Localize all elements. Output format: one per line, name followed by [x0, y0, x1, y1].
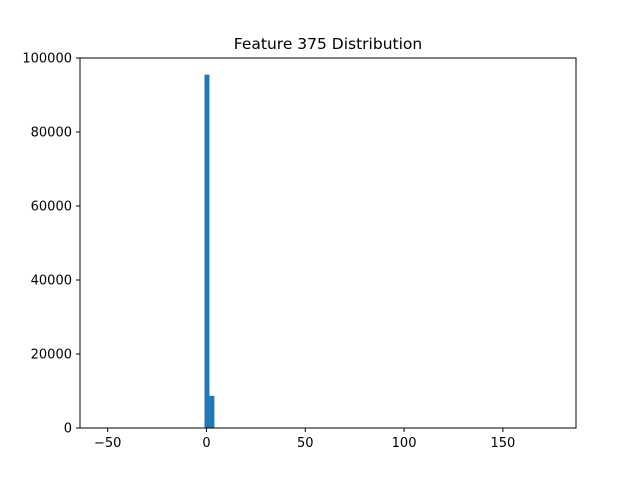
y-tick-label: 60000 — [31, 200, 72, 215]
y-tick-label: 100000 — [22, 52, 72, 67]
x-tick-label: 150 — [490, 436, 515, 451]
y-tick-label: 0 — [64, 422, 72, 437]
x-tick-label: 100 — [392, 436, 417, 451]
plot-frame — [79, 57, 577, 429]
y-tick-label: 40000 — [31, 274, 72, 289]
histogram-bar — [204, 74, 210, 429]
histogram-bar — [209, 395, 215, 428]
plot-area — [80, 58, 576, 428]
x-axis: −50 0 50 100 150 — [94, 428, 515, 451]
y-tick-label: 20000 — [31, 348, 72, 363]
x-tick-label: 0 — [202, 436, 210, 451]
y-axis: 0 20000 40000 60000 80000 100000 — [22, 52, 80, 437]
chart-title: Feature 375 Distribution — [234, 35, 422, 53]
x-tick-label: 50 — [297, 436, 314, 451]
y-tick-label: 80000 — [31, 126, 72, 141]
bars-layer — [204, 74, 215, 429]
x-tick-label: −50 — [94, 436, 121, 451]
